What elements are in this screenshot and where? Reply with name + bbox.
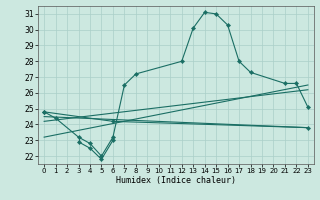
X-axis label: Humidex (Indice chaleur): Humidex (Indice chaleur) <box>116 176 236 185</box>
